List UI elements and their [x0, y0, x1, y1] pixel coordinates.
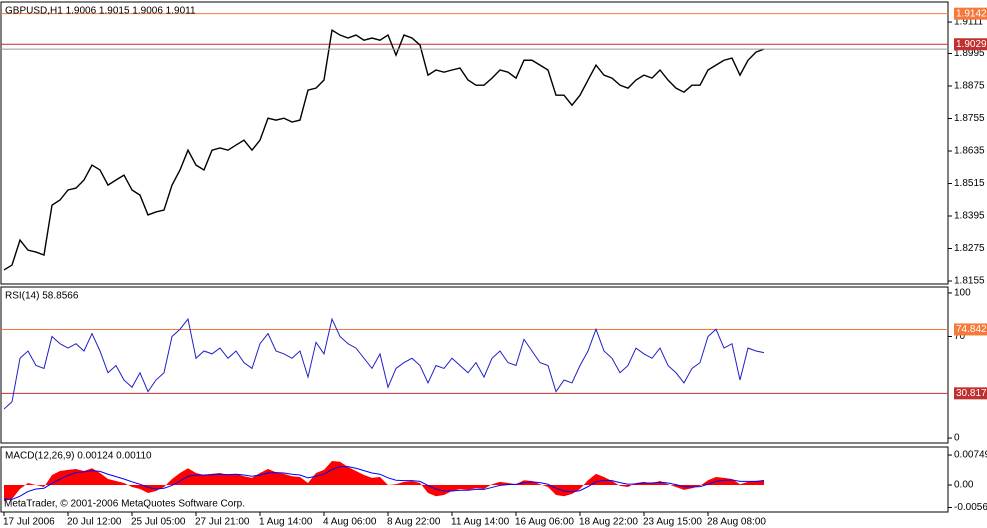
- panel-title: MACD(12,26,9) 0.00124 0.00110: [5, 451, 152, 462]
- series-line: [3, 317, 765, 410]
- watermark: MetaTrader, © 2001-2006 MetaQuotes Softw…: [4, 499, 245, 510]
- panel-frame: [0, 446, 949, 513]
- y-tick-label: -0.00561: [954, 502, 987, 513]
- y-tick-label: 1.8275: [954, 243, 985, 254]
- x-tick-label: 25 Jul 05:00: [131, 517, 186, 528]
- x-tick-label: 27 Jul 21:00: [195, 517, 250, 528]
- y-tick-label: 1.9111: [954, 17, 984, 28]
- y-tick-label: 0.00: [954, 480, 974, 491]
- y-tick-label: 1.8155: [954, 276, 985, 287]
- level-label: 1.9029: [956, 39, 987, 50]
- level-label: 30.8176: [956, 388, 987, 399]
- series-line: [3, 466, 765, 500]
- y-tick-label: 0: [954, 433, 960, 444]
- y-tick-label: 1.8755: [954, 113, 985, 124]
- y-tick-label: 1.8635: [954, 146, 985, 157]
- series-line: [3, 29, 765, 271]
- x-tick-label: 11 Aug 14:00: [451, 517, 510, 528]
- level-label-box: [954, 7, 987, 20]
- x-tick-label: 16 Aug 06:00: [515, 517, 574, 528]
- y-tick-label: 1.8875: [954, 81, 985, 92]
- x-tick-label: 28 Aug 08:00: [707, 517, 766, 528]
- x-tick-label: 1 Aug 14:00: [259, 517, 313, 528]
- level-label-box: [954, 323, 987, 336]
- y-tick-label: 1.8515: [954, 178, 985, 189]
- x-tick-label: 20 Jul 12:00: [67, 517, 122, 528]
- panel-title: RSI(14) 58.8566: [5, 291, 79, 302]
- x-tick-label: 8 Aug 22:00: [387, 517, 441, 528]
- x-tick-label: 17 Jul 2006: [3, 517, 55, 528]
- level-label: 74.8428: [956, 324, 987, 335]
- x-tick-label: 23 Aug 15:00: [643, 517, 702, 528]
- y-tick-label: 100: [954, 288, 971, 299]
- x-tick-label: 4 Aug 06:00: [323, 517, 377, 528]
- x-tick-label: 18 Aug 22:00: [579, 517, 638, 528]
- y-tick-label: 70: [954, 331, 966, 342]
- y-tick-label: 1.8395: [954, 211, 985, 222]
- level-label-box: [954, 387, 987, 400]
- y-tick-label: 0.00749: [954, 450, 987, 461]
- y-tick-label: 1.8995: [954, 48, 985, 59]
- level-label: 1.9142: [956, 8, 987, 19]
- level-label-box: [954, 38, 987, 51]
- panel-title: GBPUSD,H1 1.9006 1.9015 1.9006 1.9011: [5, 6, 196, 17]
